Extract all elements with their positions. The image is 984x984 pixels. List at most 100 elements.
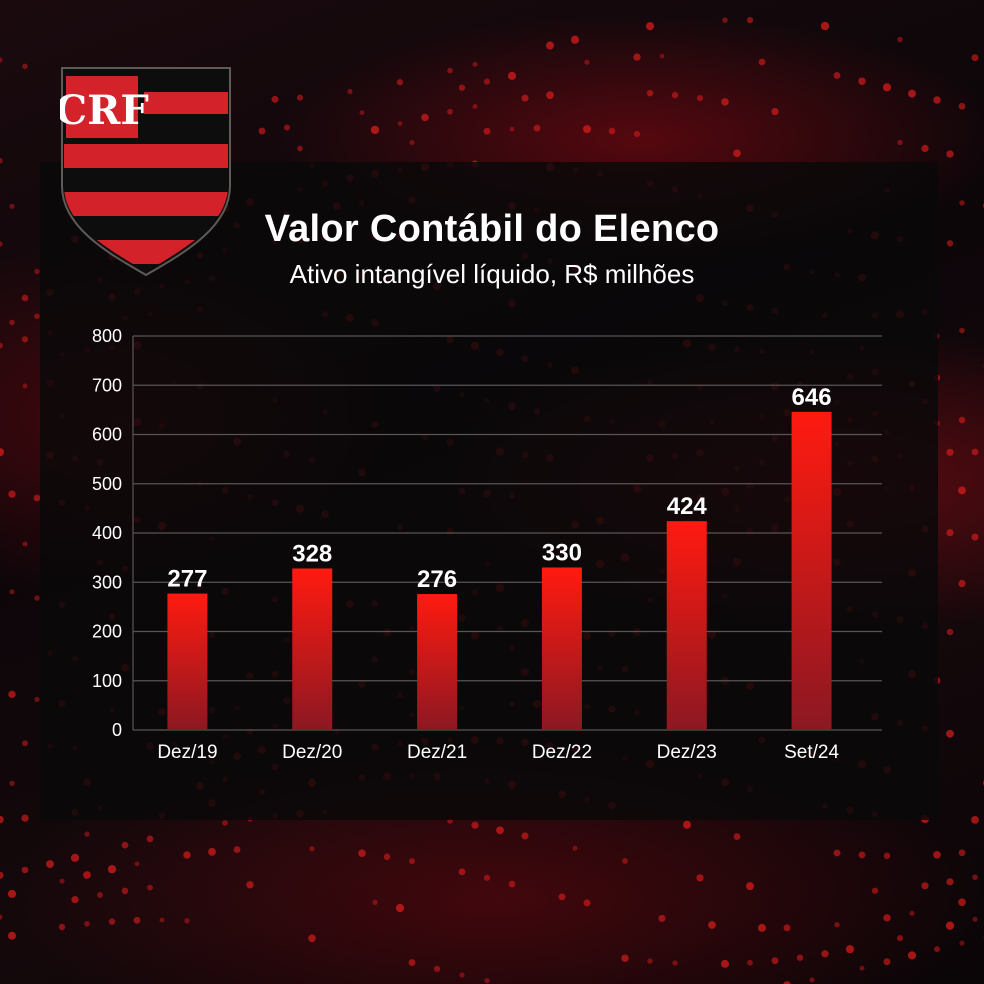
background-dot <box>372 899 378 906</box>
background-dot <box>471 821 479 829</box>
background-dot <box>883 958 891 966</box>
bar-dez-19 <box>167 593 208 730</box>
background-dot <box>946 150 954 158</box>
y-tick-label: 200 <box>92 622 122 642</box>
background-dot <box>733 149 741 158</box>
background-dot <box>946 628 954 636</box>
background-dot <box>107 865 117 874</box>
background-dot <box>645 22 655 31</box>
background-dot <box>933 850 941 859</box>
background-dot <box>833 72 841 79</box>
y-tick-label: 0 <box>112 720 122 740</box>
background-dot <box>946 240 954 247</box>
background-dot <box>297 145 303 152</box>
background-dot <box>34 268 40 275</box>
background-dot <box>971 448 979 456</box>
background-dot <box>570 35 580 44</box>
background-dot <box>882 83 892 92</box>
background-dot <box>921 882 929 890</box>
background-dot <box>508 880 516 888</box>
flamengo-crest-icon: CRF <box>60 67 231 276</box>
background-dot <box>721 98 729 106</box>
background-dot <box>758 58 766 66</box>
background-dot <box>7 889 17 898</box>
background-dot <box>258 127 266 135</box>
background-dot <box>308 934 316 943</box>
y-tick-label: 300 <box>92 572 122 592</box>
background-dot <box>8 490 16 498</box>
background-dot <box>771 957 779 965</box>
background-dot <box>946 729 954 738</box>
background-dot <box>0 57 3 63</box>
background-dot <box>507 71 517 80</box>
background-dot <box>0 914 3 920</box>
background-dot <box>396 79 404 86</box>
background-dot <box>971 815 979 824</box>
background-dot <box>183 851 191 859</box>
background-dot <box>496 826 504 835</box>
background-dot <box>483 78 491 85</box>
background-dot <box>7 931 17 940</box>
background-dot <box>509 126 515 132</box>
background-dot <box>896 935 904 942</box>
background-dot <box>271 95 279 103</box>
background-dot <box>747 959 753 966</box>
background-dot <box>409 140 415 146</box>
background-dot <box>22 63 28 70</box>
background-dot <box>958 579 966 588</box>
background-dot <box>722 17 728 23</box>
background-dot <box>22 541 28 547</box>
background-dot <box>521 94 529 102</box>
background-dot <box>696 874 704 882</box>
background-dot <box>583 125 591 134</box>
background-dot <box>84 831 90 837</box>
background-dot <box>46 860 54 868</box>
background-dot <box>972 916 978 922</box>
background-dot <box>121 841 129 849</box>
background-dot <box>97 892 103 898</box>
background-dot <box>558 893 566 901</box>
background-dot <box>820 21 830 31</box>
background-dot <box>296 94 304 101</box>
background-dot <box>646 89 654 97</box>
background-dot <box>121 887 129 895</box>
background-dot <box>833 849 841 857</box>
background-dot <box>758 923 766 932</box>
background-dot <box>672 960 678 966</box>
background-dot <box>972 874 978 881</box>
background-dot <box>222 820 228 826</box>
background-dot <box>583 899 591 907</box>
background-dot <box>84 921 90 927</box>
y-tick-label: 500 <box>92 474 122 494</box>
y-tick-label: 800 <box>92 326 122 346</box>
background-dot <box>21 866 29 874</box>
background-dot <box>33 494 41 502</box>
background-dot <box>883 914 891 922</box>
background-dot <box>572 845 578 851</box>
bar-set-24 <box>791 411 832 730</box>
background-dot <box>397 121 403 127</box>
background-dot <box>671 91 679 99</box>
background-dot <box>383 853 391 861</box>
y-tick-label: 600 <box>92 425 122 445</box>
background-dot <box>408 858 416 865</box>
x-tick-label: Set/24 <box>784 742 839 763</box>
background-dot <box>108 918 116 925</box>
background-dot <box>796 954 804 961</box>
background-dot <box>472 61 478 67</box>
background-dot <box>408 959 416 967</box>
grid-lines <box>132 335 882 731</box>
background-dot <box>909 910 915 916</box>
background-dot <box>246 881 254 889</box>
background-dot <box>0 448 5 457</box>
background-dot <box>133 916 141 924</box>
background-dot <box>309 846 315 852</box>
background-dot <box>921 144 929 153</box>
background-dot <box>22 383 28 389</box>
data-label: 424 <box>667 493 708 520</box>
background-dot <box>845 945 855 954</box>
background-dot <box>433 965 441 973</box>
background-dot <box>71 896 79 904</box>
background-dot <box>658 914 666 922</box>
background-dot <box>821 950 829 958</box>
